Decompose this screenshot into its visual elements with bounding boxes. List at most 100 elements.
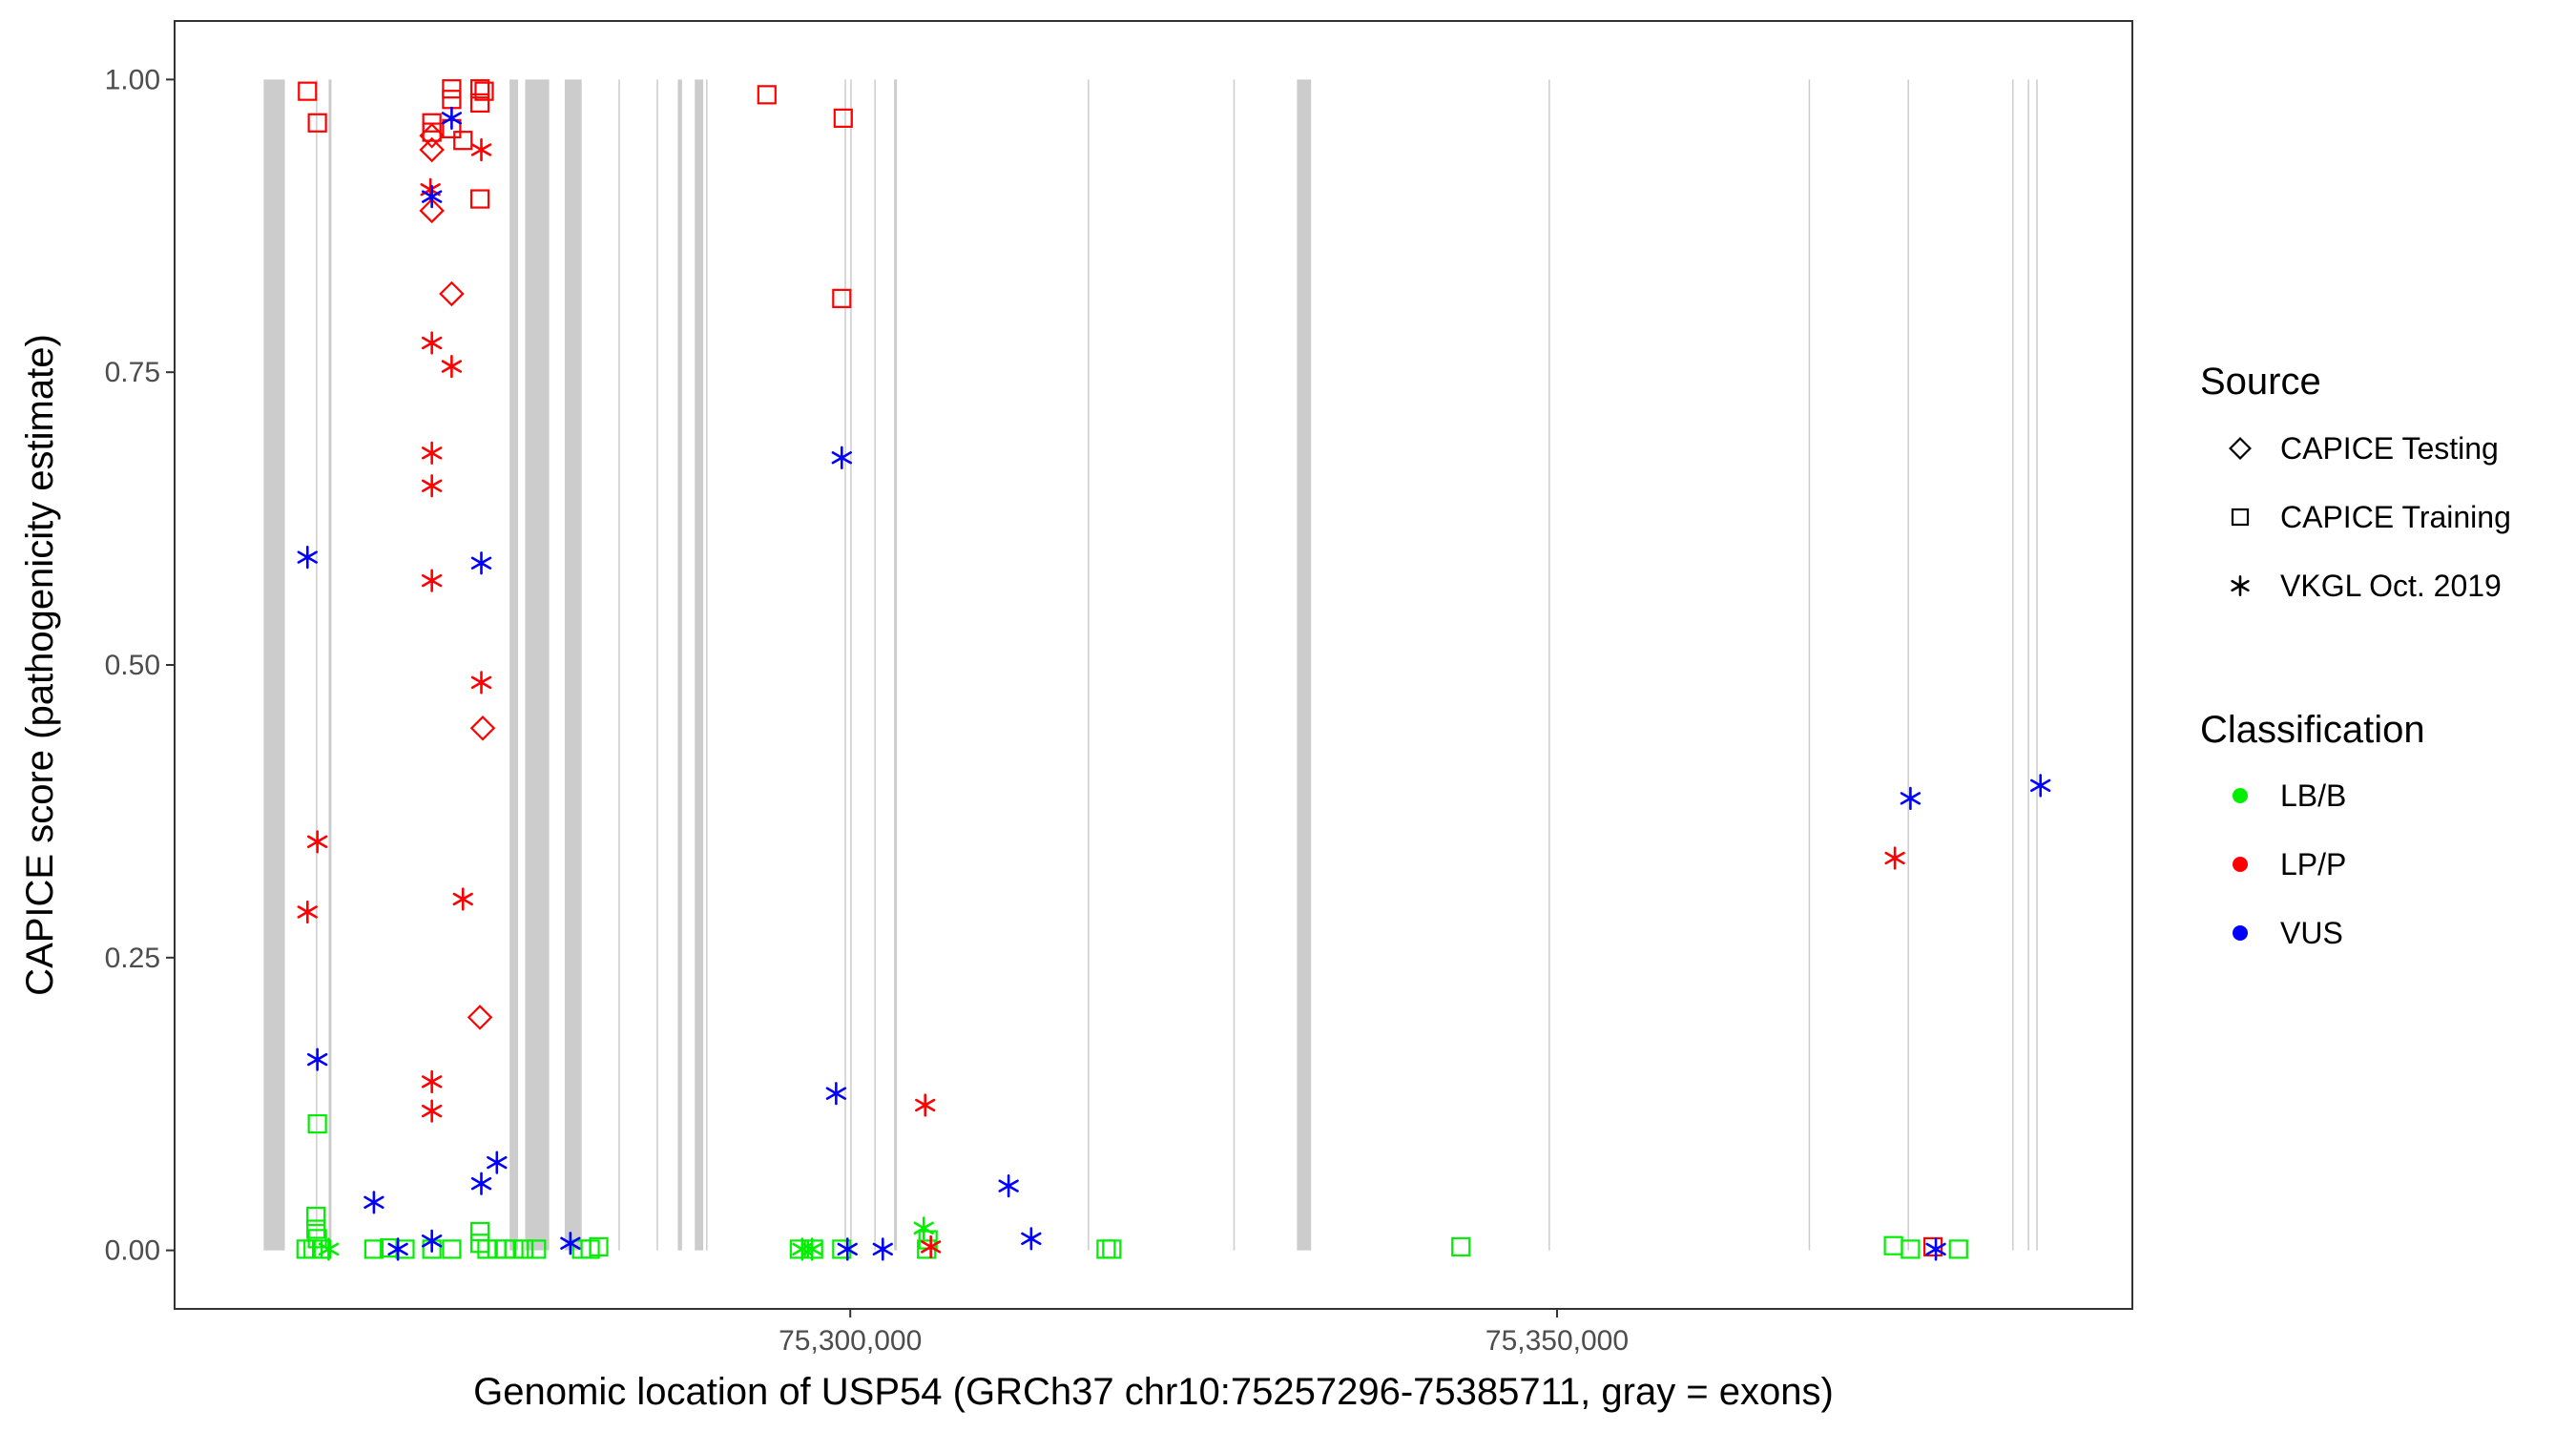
data-point (1925, 1237, 1946, 1261)
data-point (913, 1216, 934, 1240)
data-point (832, 288, 852, 308)
x-tick-label: 75,300,000 (779, 1325, 922, 1357)
data-point (364, 1239, 384, 1259)
data-point (803, 1239, 823, 1259)
data-point (421, 569, 443, 592)
data-point (452, 887, 473, 911)
legend-source-label: CAPICE Training (2280, 500, 2511, 534)
y-axis-title: CAPICE score (pathogenicity estimate) (19, 334, 61, 996)
data-point (560, 1232, 581, 1255)
legend-class-items: LB/B LP/P VUS (2233, 778, 2346, 950)
y-tick-label: 1.00 (105, 64, 160, 95)
data-point (837, 1237, 858, 1261)
data-point (469, 79, 490, 99)
exon-band (2027, 79, 2029, 1251)
data-point (297, 900, 318, 924)
data-point (469, 716, 496, 741)
legend-asterisk-icon (2231, 575, 2250, 596)
data-point (419, 136, 445, 163)
y-tick-label: 0.75 (105, 357, 160, 388)
x-tick-label: 75,350,000 (1485, 1325, 1629, 1357)
data-point (872, 1237, 893, 1261)
data-point (387, 1237, 408, 1261)
legend-source-items: CAPICE Testing CAPICE Training VKGL Oct. 2… (2229, 431, 2511, 603)
legend-dot-icon (2233, 788, 2248, 803)
data-point (421, 1229, 443, 1253)
legend-classification: Classification LB/B LP/P VUS (2200, 709, 2425, 950)
y-tick-label: 0.25 (105, 943, 160, 974)
data-point (306, 1047, 328, 1071)
exon-band (328, 79, 332, 1251)
data-point (469, 189, 490, 209)
data-point (307, 1229, 327, 1249)
exon-bands (263, 79, 2038, 1251)
data-point (306, 1206, 326, 1227)
y-tick-label: 0.00 (105, 1235, 160, 1267)
data-point (477, 1239, 497, 1259)
data-point (421, 184, 443, 209)
exon-band (1808, 79, 1811, 1251)
data-point (1102, 1239, 1122, 1259)
exon-band (1548, 79, 1550, 1251)
exon-band (656, 79, 658, 1251)
exon-band (844, 79, 846, 1251)
exon-band (894, 79, 898, 1251)
data-point (421, 1099, 443, 1123)
exon-band (695, 79, 704, 1251)
data-point (364, 1191, 384, 1214)
data-point (801, 1237, 822, 1261)
exon-band (1297, 79, 1312, 1251)
data-point (470, 1172, 492, 1195)
exon-band (2012, 79, 2014, 1251)
data-point (1884, 846, 1905, 870)
data-point (2030, 774, 2051, 798)
data-point (1901, 1239, 1921, 1259)
data-point (789, 1239, 809, 1259)
data-point (833, 108, 853, 128)
exon-band (618, 79, 620, 1251)
data-point (1948, 1239, 1968, 1259)
data-point (474, 81, 494, 101)
exon-band (850, 79, 852, 1251)
legend-source: Source CAPICE Testing CAPICE Training VKGL… (2200, 361, 2511, 603)
data-point (1021, 1227, 1042, 1251)
data-point (422, 122, 442, 142)
legend-classification-title: Classification (2200, 709, 2425, 751)
legend-source-label: VKGL Oct. 2019 (2280, 569, 2502, 603)
data-point (439, 280, 465, 307)
data-point (527, 1239, 547, 1259)
data-point (831, 446, 852, 469)
exon-band (509, 79, 519, 1251)
legend-source-title: Source (2200, 361, 2321, 403)
data-point (441, 354, 463, 379)
data-points (296, 79, 2051, 1261)
data-point (419, 197, 445, 224)
data-point (1451, 1236, 1471, 1257)
data-point (757, 85, 777, 105)
legend-dot-icon (2233, 857, 2248, 872)
data-point (487, 1151, 508, 1174)
y-tick-label: 0.50 (105, 650, 160, 681)
data-point (470, 137, 492, 162)
exon-band (1088, 79, 1090, 1251)
data-point (453, 131, 473, 151)
data-point (998, 1174, 1019, 1198)
exon-band (316, 79, 318, 1251)
data-point (421, 441, 443, 465)
exon-band (564, 79, 582, 1251)
data-point (441, 106, 463, 130)
data-point (297, 545, 318, 570)
data-point (442, 79, 462, 99)
legend-class-label: LB/B (2280, 778, 2346, 813)
legend-diamond-icon (2229, 437, 2252, 460)
data-point (470, 551, 492, 575)
data-point (318, 1237, 340, 1261)
legend-class-label: LP/P (2280, 847, 2346, 881)
data-point (589, 1236, 609, 1257)
data-point (915, 1093, 936, 1117)
data-point (504, 1239, 524, 1259)
data-point (1900, 786, 1922, 811)
legend-dot-icon (2233, 925, 2248, 941)
